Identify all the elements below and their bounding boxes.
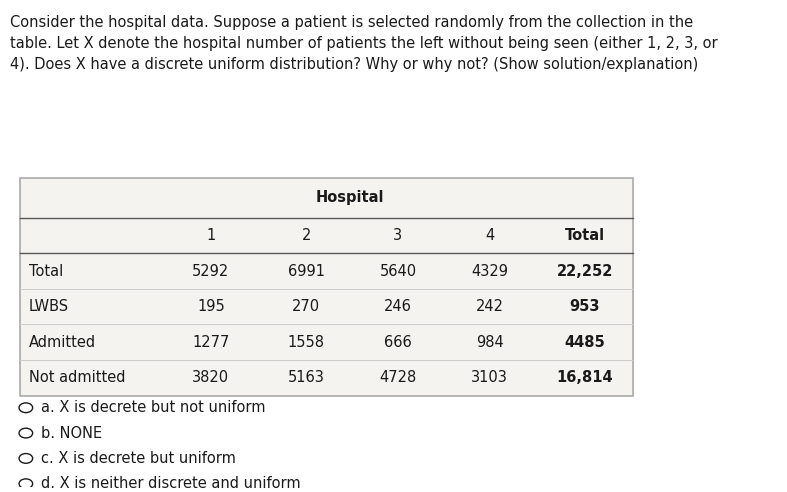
Text: 195: 195 bbox=[197, 299, 225, 314]
Text: 270: 270 bbox=[292, 299, 320, 314]
Text: 1: 1 bbox=[206, 228, 216, 243]
Text: c. X is decrete but uniform: c. X is decrete but uniform bbox=[41, 451, 235, 466]
Text: 2: 2 bbox=[301, 228, 311, 243]
Text: 5292: 5292 bbox=[192, 264, 230, 278]
Text: b. NONE: b. NONE bbox=[41, 426, 102, 440]
Text: 953: 953 bbox=[570, 299, 600, 314]
Text: 1558: 1558 bbox=[287, 335, 324, 350]
Text: 5640: 5640 bbox=[379, 264, 416, 278]
Text: a. X is decrete but not uniform: a. X is decrete but not uniform bbox=[41, 400, 265, 415]
Text: Hospital: Hospital bbox=[316, 190, 385, 205]
Text: 4: 4 bbox=[485, 228, 494, 243]
Text: 242: 242 bbox=[475, 299, 504, 314]
Text: Total: Total bbox=[565, 228, 605, 243]
Text: 246: 246 bbox=[384, 299, 412, 314]
Text: 4728: 4728 bbox=[379, 370, 416, 385]
Text: 5163: 5163 bbox=[287, 370, 324, 385]
Text: Admitted: Admitted bbox=[28, 335, 96, 350]
Text: 6991: 6991 bbox=[287, 264, 324, 278]
Text: 666: 666 bbox=[384, 335, 412, 350]
Text: 16,814: 16,814 bbox=[556, 370, 613, 385]
Text: LWBS: LWBS bbox=[28, 299, 68, 314]
Text: 3103: 3103 bbox=[471, 370, 508, 385]
Text: 3: 3 bbox=[394, 228, 402, 243]
Text: 22,252: 22,252 bbox=[556, 264, 613, 278]
Text: Total: Total bbox=[28, 264, 63, 278]
Text: 1277: 1277 bbox=[192, 335, 230, 350]
Text: 3820: 3820 bbox=[192, 370, 229, 385]
Text: 4485: 4485 bbox=[564, 335, 605, 350]
Text: 984: 984 bbox=[476, 335, 504, 350]
Text: 4329: 4329 bbox=[471, 264, 508, 278]
Text: Not admitted: Not admitted bbox=[28, 370, 125, 385]
Text: d. X is neither discrete and uniform: d. X is neither discrete and uniform bbox=[41, 476, 301, 491]
Text: Consider the hospital data. Suppose a patient is selected randomly from the coll: Consider the hospital data. Suppose a pa… bbox=[10, 15, 718, 72]
